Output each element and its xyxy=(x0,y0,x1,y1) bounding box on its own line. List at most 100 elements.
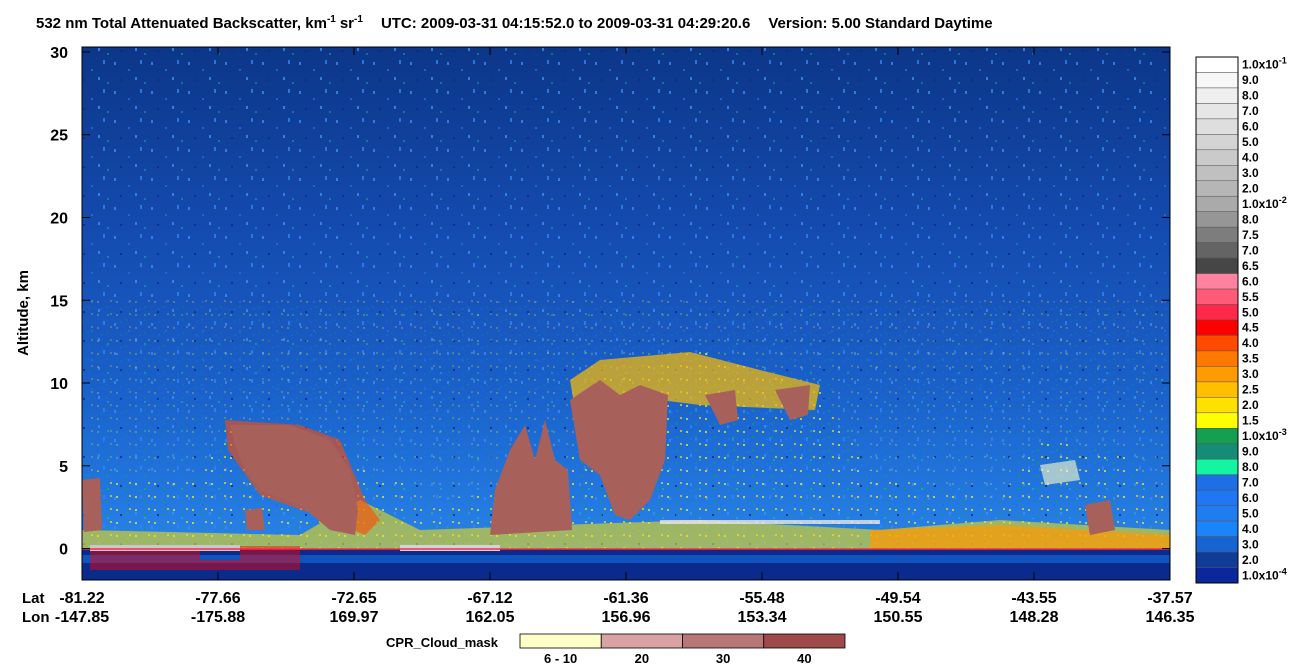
colorbar-label-text: 9.0 xyxy=(1242,73,1259,87)
colorbar-label: 6.5 xyxy=(1242,259,1259,273)
colorbar-label: 3.0 xyxy=(1242,537,1259,551)
surface-return xyxy=(660,520,880,524)
cloud xyxy=(775,385,810,420)
x-tick-label-lon: 148.28 xyxy=(1010,609,1059,626)
colorbar-label: 6.0 xyxy=(1242,491,1259,505)
cloud-mask-label: 40 xyxy=(797,651,811,666)
colorbar-label: 7.5 xyxy=(1242,228,1259,242)
colorbar-swatch xyxy=(1195,134,1239,151)
x-tick-label-lat: -37.57 xyxy=(1147,590,1192,607)
colorbar-swatch xyxy=(1195,103,1239,120)
colorbar-label-text: 5.0 xyxy=(1242,305,1259,319)
y-tick-label: 15 xyxy=(50,293,68,310)
cloud xyxy=(1085,500,1115,535)
colorbar-label-text: 7.5 xyxy=(1242,228,1259,242)
colorbar-swatch xyxy=(1195,72,1239,89)
colorbar-label: 4.0 xyxy=(1242,151,1259,165)
cloud xyxy=(82,478,102,532)
colorbar-label-exponent: -1 xyxy=(1279,56,1287,66)
colorbar-label: 5.0 xyxy=(1242,506,1259,520)
colorbar-swatch xyxy=(1195,350,1239,367)
colorbar-label: 8.0 xyxy=(1242,212,1259,226)
colorbar-swatch xyxy=(1195,87,1239,104)
cloud-mask-title: CPR_Cloud_mask xyxy=(386,635,499,650)
x-tick-label-lon: -147.85 xyxy=(55,609,109,626)
colorbar-swatch xyxy=(1195,211,1239,228)
colorbar-swatch xyxy=(1195,273,1239,290)
colorbar-label-text: 1.0x10 xyxy=(1242,58,1279,72)
chart-title: 532 nm Total Attenuated Backscatter, km-… xyxy=(36,14,993,32)
colorbar-label-text: 6.0 xyxy=(1242,120,1259,134)
cloud-mask-swatch xyxy=(600,633,683,649)
colorbar-swatch xyxy=(1195,335,1239,352)
colorbar-swatch xyxy=(1195,505,1239,522)
colorbar-label-text: 1.0x10 xyxy=(1242,429,1279,443)
x-tick-label-lon: 156.96 xyxy=(602,609,651,626)
colorbar-label: 4.0 xyxy=(1242,522,1259,536)
colorbar-swatch xyxy=(1195,195,1239,212)
x-tick-label-lon: -175.88 xyxy=(191,609,245,626)
colorbar-label: 7.0 xyxy=(1242,243,1259,257)
cloud-mask-label: 30 xyxy=(716,651,730,666)
y-tick-label: 25 xyxy=(50,128,68,145)
colorbar-label-text: 9.0 xyxy=(1242,445,1259,459)
colorbar-label-text: 8.0 xyxy=(1242,460,1259,474)
cloud xyxy=(245,508,265,530)
colorbar-label: 6.0 xyxy=(1242,120,1259,134)
y-tick-label: 0 xyxy=(59,542,68,559)
colorbar-label-text: 3.0 xyxy=(1242,166,1259,180)
colorbar-label-text: 6.5 xyxy=(1242,259,1259,273)
backscatter-image xyxy=(82,47,1170,580)
title-utc: UTC: 2009-03-31 04:15:52.0 to 2009-03-31… xyxy=(381,15,750,32)
x-tick-label-lat: -49.54 xyxy=(875,590,920,607)
colorbar-label: 1.5 xyxy=(1242,414,1259,428)
colorbar-label: 5.0 xyxy=(1242,135,1259,149)
colorbar-label-text: 1.0x10 xyxy=(1242,197,1279,211)
colorbar-swatch xyxy=(1195,226,1239,243)
colorbar-label-text: 4.5 xyxy=(1242,321,1259,335)
colorbar-swatch xyxy=(1195,149,1239,166)
colorbar-label-text: 2.5 xyxy=(1242,383,1259,397)
cloud-mask-edge xyxy=(1040,460,1080,485)
colorbar-swatch xyxy=(1195,474,1239,491)
colorbar-swatch xyxy=(1195,118,1239,135)
x-tick-label-lon: 150.55 xyxy=(874,609,923,626)
colorbar-label: 3.0 xyxy=(1242,367,1259,381)
cloud xyxy=(230,425,358,535)
colorbar-label: 6.0 xyxy=(1242,274,1259,288)
colorbar-label: 1.0x10-2 xyxy=(1242,195,1287,211)
colorbar-label: 1.0x10-1 xyxy=(1242,56,1287,72)
colorbar-label-text: 4.0 xyxy=(1242,151,1259,165)
colorbar-swatch xyxy=(1195,288,1239,305)
x-tick-label-lat: -43.55 xyxy=(1011,590,1056,607)
cloud-mask-swatch xyxy=(682,633,765,649)
title-exponent: -1 xyxy=(327,14,336,25)
colorbar-label: 7.0 xyxy=(1242,104,1259,118)
colorbar-label: 2.0 xyxy=(1242,553,1259,567)
colorbar-label-text: 2.0 xyxy=(1242,553,1259,567)
colorbar-swatch xyxy=(1195,242,1239,259)
cloud xyxy=(570,380,668,520)
x-row-label: Lat xyxy=(22,590,45,607)
colorbar-swatch xyxy=(1195,458,1239,475)
colorbar-swatch xyxy=(1195,567,1239,584)
x-tick-label-lat: -61.36 xyxy=(603,590,648,607)
colorbar-swatch xyxy=(1195,257,1239,274)
title-text: 532 nm Total Attenuated Backscatter, km xyxy=(36,15,327,32)
colorbar-label: 2.0 xyxy=(1242,398,1259,412)
colorbar-swatch xyxy=(1195,443,1239,460)
x-tick-label-lon: 162.05 xyxy=(466,609,515,626)
colorbar-swatch xyxy=(1195,319,1239,336)
colorbar-label: 9.0 xyxy=(1242,73,1259,87)
colorbar-swatch xyxy=(1195,56,1239,73)
cloud-mask-swatch xyxy=(763,633,846,649)
colorbar-label-exponent: -2 xyxy=(1279,195,1287,205)
colorbar-swatch xyxy=(1195,180,1239,197)
colorbar-label: 4.0 xyxy=(1242,336,1259,350)
x-tick-label-lat: -72.65 xyxy=(331,590,376,607)
colorbar-label-text: 8.0 xyxy=(1242,89,1259,103)
colorbar-label: 5.5 xyxy=(1242,290,1259,304)
colorbar-swatch xyxy=(1195,551,1239,568)
colorbar-label: 1.0x10-3 xyxy=(1242,427,1287,443)
colorbar-label: 8.0 xyxy=(1242,460,1259,474)
